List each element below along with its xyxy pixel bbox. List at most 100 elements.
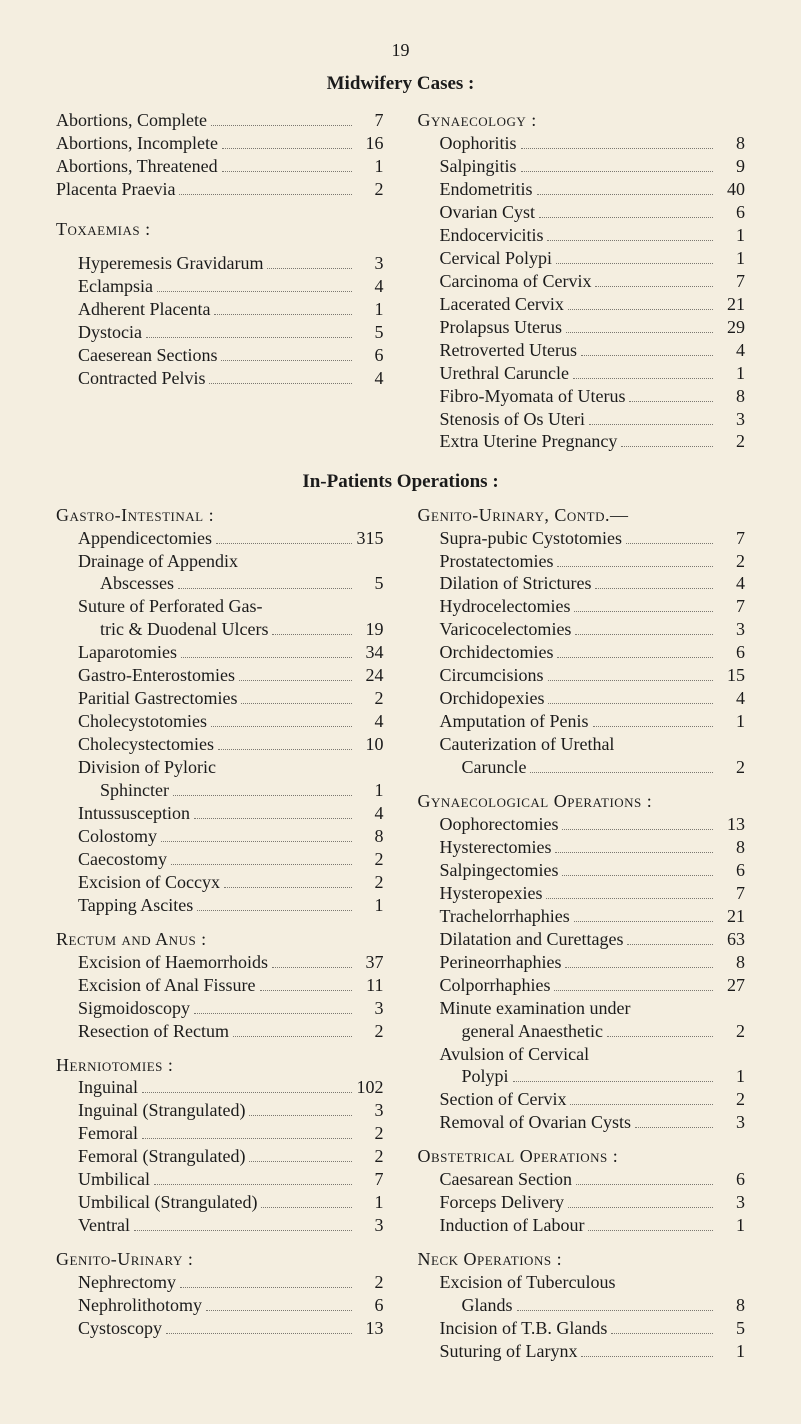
item-value: 1 [356, 1192, 384, 1214]
gastro-list: Appendicectomies315Drainage of AppendixA… [56, 528, 384, 917]
item-label: Division of Pyloric [78, 757, 216, 779]
list-item: Prolapsus Uterus29 [418, 317, 746, 339]
list-item: Appendicectomies315 [56, 528, 384, 550]
leader-dots [194, 804, 352, 819]
item-label: Laparotomies [78, 642, 177, 664]
leader-dots [566, 317, 713, 332]
item-value: 21 [717, 294, 745, 316]
list-item: Abortions, Incomplete16 [56, 133, 384, 155]
list-item: Oophorectomies13 [418, 814, 746, 836]
list-item: Salpingitis9 [418, 156, 746, 178]
leader-dots [513, 1067, 713, 1082]
bottom-left-col: Gastro-Intestinal : Appendicectomies315D… [56, 504, 384, 1364]
leader-dots [621, 432, 713, 447]
item-value: 1 [717, 711, 745, 733]
item-value: 1 [717, 225, 745, 247]
list-item: Urethral Caruncle1 [418, 363, 746, 385]
item-label: Salpingectomies [440, 860, 559, 882]
list-item: Amputation of Penis1 [418, 711, 746, 733]
item-label: Hysterectomies [440, 837, 552, 859]
item-value: 3 [717, 619, 745, 641]
item-value: 10 [356, 734, 384, 756]
top-left-col: Abortions, Complete7Abortions, Incomplet… [56, 109, 384, 454]
genito-right-list: Supra-pubic Cystotomies7Prostatectomies2… [418, 528, 746, 779]
item-label: Excision of Haemorrhoids [78, 952, 268, 974]
item-value: 6 [717, 202, 745, 224]
item-label: Nephrectomy [78, 1272, 176, 1294]
list-item: Salpingectomies6 [418, 860, 746, 882]
gyn-ops-header: Gynaecological Operations : [418, 791, 746, 813]
item-label: Carcinoma of Cervix [440, 271, 592, 293]
item-label: Cervical Polypi [440, 248, 552, 270]
leader-dots [272, 620, 351, 635]
item-label: Cystoscopy [78, 1318, 162, 1340]
item-label: Lacerated Cervix [440, 294, 564, 316]
item-value: 40 [717, 179, 745, 201]
item-value: 7 [356, 1169, 384, 1191]
leader-dots [221, 345, 351, 360]
leader-dots [575, 620, 713, 635]
item-label: Endocervicitis [440, 225, 544, 247]
list-item: Polypi1 [418, 1066, 746, 1088]
gastro-header: Gastro-Intestinal : [56, 505, 384, 527]
leader-dots [557, 551, 713, 566]
leader-dots [261, 1193, 351, 1208]
item-value: 34 [356, 642, 384, 664]
item-value: 29 [717, 317, 745, 339]
list-item: Femoral2 [56, 1123, 384, 1145]
item-value: 4 [356, 711, 384, 733]
list-item: Ventral3 [56, 1215, 384, 1237]
list-item: Colostomy8 [56, 826, 384, 848]
list-item: Colporrhaphies27 [418, 975, 746, 997]
leader-dots [627, 929, 713, 944]
item-value: 63 [717, 929, 745, 951]
leader-dots [241, 689, 351, 704]
item-value: 5 [356, 322, 384, 344]
leader-dots [267, 254, 351, 269]
item-label: Hydrocelectomies [440, 596, 571, 618]
item-label: Inguinal (Strangulated) [78, 1100, 245, 1122]
item-label: Hyperemesis Gravidarum [78, 253, 263, 275]
item-value: 7 [717, 883, 745, 905]
item-label: Glands [462, 1295, 513, 1317]
item-label: Caesarean Section [440, 1169, 572, 1191]
leader-dots [194, 998, 351, 1013]
item-label: Circumcisions [440, 665, 544, 687]
item-value: 1 [356, 299, 384, 321]
item-label: Abscesses [100, 573, 174, 595]
neck-list: Excision of TuberculousGlands8Incision o… [418, 1272, 746, 1363]
item-value: 3 [717, 1112, 745, 1134]
item-label: Urethral Caruncle [440, 363, 569, 385]
list-item: Minute examination under [418, 998, 746, 1020]
item-value: 4 [717, 688, 745, 710]
list-item: Supra-pubic Cystotomies7 [418, 528, 746, 550]
item-label: Colporrhaphies [440, 975, 551, 997]
item-label: Dilatation and Curettages [440, 929, 624, 951]
list-item: Perineorrhaphies8 [418, 952, 746, 974]
list-item: Orchidopexies4 [418, 688, 746, 710]
item-label: Suture of Perforated Gas- [78, 596, 262, 618]
item-value: 2 [356, 849, 384, 871]
leader-dots [574, 597, 713, 612]
list-item: Placenta Praevia2 [56, 179, 384, 201]
list-item: Glands8 [418, 1295, 746, 1317]
list-item: Orchidectomies6 [418, 642, 746, 664]
list-item: Caesarean Section6 [418, 1169, 746, 1191]
item-label: Placenta Praevia [56, 179, 175, 201]
leader-dots [574, 906, 713, 921]
obst-list: Caesarean Section6Forceps Delivery3Induc… [418, 1169, 746, 1237]
list-item: Fibro-Myomata of Uterus8 [418, 386, 746, 408]
gyn-ops-list: Oophorectomies13Hysterectomies8Salpingec… [418, 814, 746, 1134]
item-value: 1 [717, 248, 745, 270]
page-number: 19 [56, 40, 745, 62]
item-value: 2 [356, 1021, 384, 1043]
item-label: Suturing of Larynx [440, 1341, 578, 1363]
item-label: Incision of T.B. Glands [440, 1318, 608, 1340]
list-item: Forceps Delivery3 [418, 1192, 746, 1214]
leader-dots [224, 872, 352, 887]
item-label: Abortions, Complete [56, 110, 207, 132]
list-item: Paritial Gastrectomies2 [56, 688, 384, 710]
leader-dots [218, 735, 352, 750]
item-label: Fibro-Myomata of Uterus [440, 386, 626, 408]
list-item: Circumcisions15 [418, 665, 746, 687]
